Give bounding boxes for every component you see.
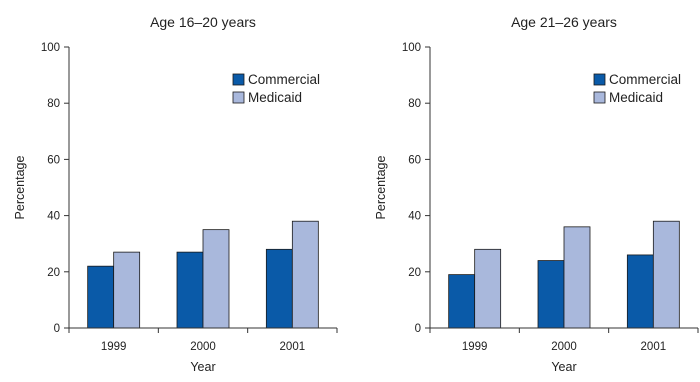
bar-commercial-2001 [626,254,654,329]
bar-commercial-2000 [176,251,204,329]
y-tick-label: 20 [47,267,60,279]
y-tick-label: 40 [408,211,421,223]
y-tick-label: 80 [47,98,60,110]
bar-medicaid-2000 [563,226,591,329]
legend-label-medicaid: Medicaid [248,90,302,105]
bar-commercial-2000 [537,260,565,329]
y-tick-label: 60 [47,154,60,166]
y-tick-label: 0 [54,323,60,335]
bar-medicaid-1999 [474,248,502,329]
bar-medicaid-2001 [291,220,319,329]
x-tick-label: 1999 [462,341,488,353]
chart-panel-1: Age 16–20 years 0 20 40 60 80 100 1999 2000 2001 Y… [13,14,338,374]
legend: Commercial Medicaid [232,72,320,105]
legend-swatch-medicaid [593,91,606,104]
x-axis-label: Year [551,360,576,374]
y-tick-label: 0 [415,323,421,335]
x-tick-label: 2001 [641,341,667,353]
bar-medicaid-1999 [113,251,141,329]
y-tick-label: 60 [408,154,421,166]
bar-commercial-1999 [87,265,115,329]
chart-panel-2: Age 21–26 years 0 20 40 60 80 100 1999 2000 2001 Y… [374,14,699,374]
bar-medicaid-2001 [652,220,680,329]
legend-label-commercial: Commercial [609,72,681,87]
y-axis-label: Percentage [374,155,388,219]
legend-swatch-medicaid [232,91,245,104]
y-tick-label: 100 [402,42,421,54]
chart-title: Age 21–26 years [511,14,617,30]
bar-medicaid-2000 [202,229,230,329]
x-tick-label: 2000 [551,341,577,353]
y-tick-label: 20 [408,267,421,279]
x-axis-label: Year [190,360,215,374]
y-axis-label: Percentage [13,155,27,219]
chart-title: Age 16–20 years [150,14,256,30]
bar-commercial-1999 [448,274,476,329]
bar-commercial-2001 [265,248,293,329]
y-tick-label: 40 [47,211,60,223]
legend: Commercial Medicaid [593,72,681,105]
x-tick-label: 2000 [190,341,216,353]
y-tick-label: 80 [408,98,421,110]
y-tick-label: 100 [41,42,60,54]
legend-label-medicaid: Medicaid [609,90,663,105]
legend-swatch-commercial [593,73,606,86]
x-tick-label: 1999 [101,341,127,353]
x-tick-label: 2001 [280,341,306,353]
legend-swatch-commercial [232,73,245,86]
legend-label-commercial: Commercial [248,72,320,87]
